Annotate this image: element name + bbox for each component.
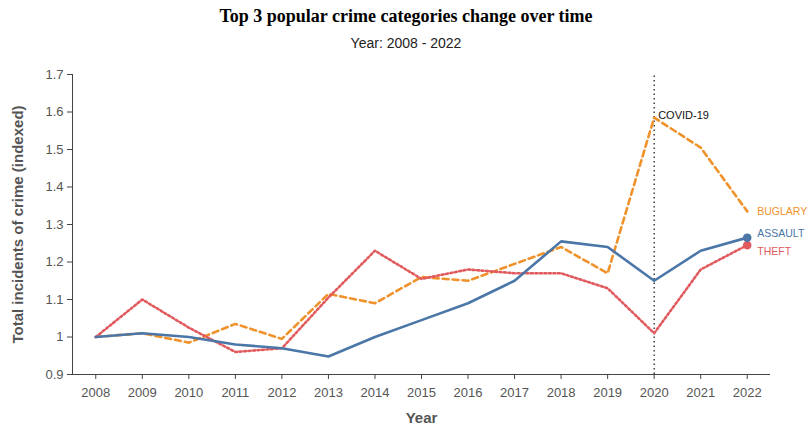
svg-text:1.6: 1.6 [45, 104, 63, 119]
svg-text:1.4: 1.4 [45, 179, 63, 194]
svg-text:1.5: 1.5 [45, 142, 63, 157]
svg-text:0.9: 0.9 [45, 367, 63, 382]
svg-text:2018: 2018 [547, 385, 576, 400]
svg-text:Total incidents of crime (inde: Total incidents of crime (indexed) [9, 105, 26, 343]
svg-text:2015: 2015 [407, 385, 436, 400]
svg-text:1.7: 1.7 [45, 67, 63, 82]
html-text:Top 3 popular crime categories: Top 3 popular crime categories change ov… [219, 6, 593, 26]
svg-text:2022: 2022 [733, 385, 762, 400]
svg-text:THEFT: THEFT [757, 244, 791, 256]
svg-text:2012: 2012 [267, 385, 296, 400]
svg-text:2019: 2019 [593, 385, 622, 400]
svg-text:1.1: 1.1 [45, 292, 63, 307]
svg-text:2021: 2021 [686, 385, 715, 400]
svg-text:2014: 2014 [361, 385, 390, 400]
svg-text:2010: 2010 [174, 385, 203, 400]
svg-text:1: 1 [56, 329, 63, 344]
html-text:Year: 2008 - 2022: Year: 2008 - 2022 [350, 35, 462, 51]
svg-text:1.3: 1.3 [45, 217, 63, 232]
svg-text:1.2: 1.2 [45, 254, 63, 269]
svg-text:2016: 2016 [454, 385, 483, 400]
svg-text:2013: 2013 [314, 385, 343, 400]
svg-text:2008: 2008 [81, 385, 110, 400]
svg-text:ASSAULT: ASSAULT [757, 227, 805, 239]
svg-text:Year: Year [406, 409, 438, 426]
svg-text:BUGLARY: BUGLARY [757, 205, 807, 217]
svg-text:2020: 2020 [640, 385, 669, 400]
svg-text:2009: 2009 [128, 385, 157, 400]
svg-text:COVID-19: COVID-19 [658, 109, 709, 121]
svg-text:2017: 2017 [500, 385, 529, 400]
svg-text:2011: 2011 [221, 385, 249, 400]
